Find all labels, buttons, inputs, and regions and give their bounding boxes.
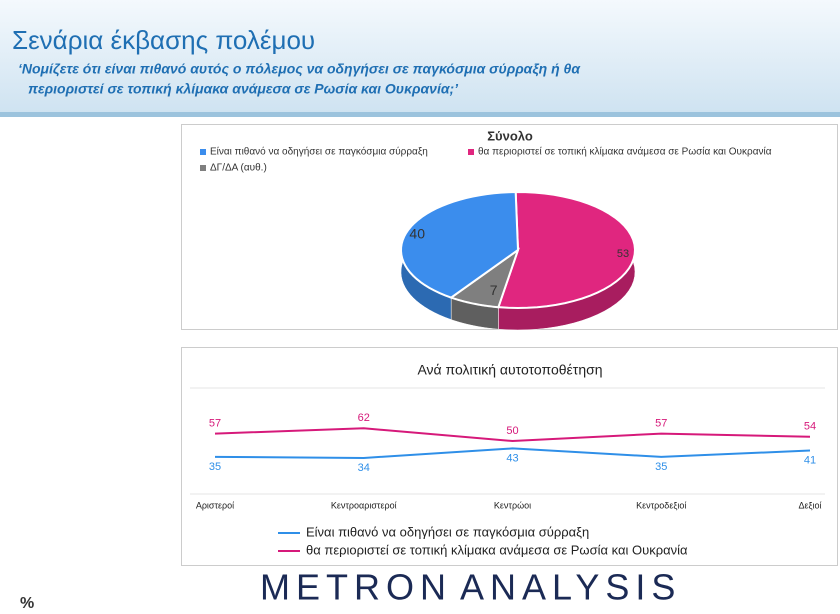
legend-label: θα περιοριστεί σε τοπική κλίμακα ανάμεσα… <box>306 542 688 557</box>
header-rule <box>0 112 840 117</box>
legend-swatch <box>200 149 206 155</box>
data-label: 43 <box>506 452 518 464</box>
unit-label: % <box>20 595 34 612</box>
logo: METRON <box>260 567 452 608</box>
legend-swatch <box>468 149 474 155</box>
pie-slice <box>400 190 520 299</box>
data-label: 35 <box>655 461 667 473</box>
data-label: 40 <box>409 226 425 242</box>
data-label: 57 <box>209 417 221 429</box>
pie-slice <box>448 247 520 309</box>
x-tick-label: Κεντροδεξιοί <box>636 500 686 510</box>
data-label: 35 <box>209 461 221 473</box>
chart-title: Σύνολο <box>487 128 533 143</box>
x-tick-label: Δεξιοί <box>798 500 821 510</box>
data-label: 57 <box>655 417 667 429</box>
legend-label: θα περιοριστεί σε τοπική κλίμακα ανάμεσα… <box>478 146 772 158</box>
data-label: 62 <box>358 412 370 424</box>
subtitle: περιοριστεί σε τοπική κλίμακα ανάμεσα σε… <box>28 81 459 97</box>
chart-title: Ανά πολιτική αυτοτοποθέτηση <box>417 362 602 378</box>
data-label: 53 <box>617 248 629 260</box>
legend-swatch <box>200 165 206 171</box>
data-label: 41 <box>804 454 816 466</box>
title: Σενάρια έκβασης πολέμου <box>12 25 315 55</box>
data-label: 34 <box>358 462 370 474</box>
x-tick-label: Κεντρώοι <box>494 500 531 510</box>
legend-label: ΔΓ/ΔΑ (αυθ.) <box>210 163 267 174</box>
line <box>214 427 811 443</box>
x-tick-label: Κεντροαριστεροί <box>331 500 397 510</box>
pie-slice <box>497 191 636 310</box>
x-tick-label: Αριστεροί <box>196 500 234 510</box>
logo: ANALYSIS <box>460 567 681 608</box>
line <box>214 447 811 459</box>
legend-label: Είναι πιθανό να οδηγήσει σε παγκόσμια σύ… <box>210 146 428 158</box>
header-band <box>0 0 840 112</box>
subtitle: ‘Νομίζετε ότι είναι πιθανό αυτός ο πόλεμ… <box>18 61 581 77</box>
data-label: 50 <box>506 425 518 437</box>
data-label: 54 <box>804 421 816 433</box>
legend-label: Είναι πιθανό να οδηγήσει σε παγκόσμια σύ… <box>306 524 589 539</box>
data-label: 7 <box>490 282 498 298</box>
